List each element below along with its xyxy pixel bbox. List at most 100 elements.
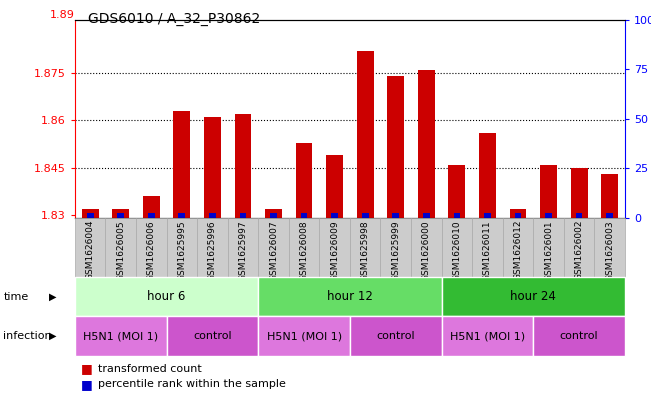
Bar [296, 143, 312, 218]
Text: control: control [376, 331, 415, 341]
Text: GSM1625996: GSM1625996 [208, 220, 217, 281]
Bar [602, 174, 618, 218]
Text: control: control [560, 331, 598, 341]
Bar [173, 111, 190, 218]
Bar [606, 213, 613, 218]
Bar [326, 155, 343, 218]
Text: GSM1626002: GSM1626002 [575, 220, 583, 280]
Text: GSM1625999: GSM1625999 [391, 220, 400, 281]
Bar [533, 218, 564, 277]
Bar [594, 218, 625, 277]
Bar [301, 213, 307, 218]
Text: GSM1626010: GSM1626010 [452, 220, 462, 281]
Text: GSM1626009: GSM1626009 [330, 220, 339, 281]
Bar [167, 218, 197, 277]
Bar [167, 316, 258, 356]
Bar [479, 133, 496, 218]
Bar [441, 218, 472, 277]
Bar [423, 213, 430, 218]
Text: control: control [193, 331, 232, 341]
Text: GSM1626005: GSM1626005 [117, 220, 125, 281]
Text: transformed count: transformed count [98, 364, 201, 374]
Text: GSM1626008: GSM1626008 [299, 220, 309, 281]
Text: ▶: ▶ [49, 331, 57, 341]
Bar [350, 218, 380, 277]
Text: ▶: ▶ [49, 292, 57, 302]
Bar [411, 218, 441, 277]
Bar [105, 218, 136, 277]
Text: GSM1626000: GSM1626000 [422, 220, 431, 281]
Bar [320, 218, 350, 277]
Bar [117, 213, 124, 218]
Bar [258, 316, 350, 356]
Bar [454, 213, 460, 218]
Bar [362, 213, 368, 218]
Bar [331, 213, 338, 218]
Bar [515, 213, 521, 218]
Bar [75, 218, 105, 277]
Bar [136, 218, 167, 277]
Text: percentile rank within the sample: percentile rank within the sample [98, 379, 286, 389]
Bar [197, 218, 228, 277]
Bar [258, 218, 289, 277]
Bar [270, 213, 277, 218]
Bar [571, 168, 587, 218]
Text: hour 12: hour 12 [327, 290, 373, 303]
Text: GSM1626012: GSM1626012 [514, 220, 523, 280]
Text: ■: ■ [81, 378, 97, 391]
Bar [113, 209, 129, 218]
Bar [441, 316, 533, 356]
Text: GSM1626006: GSM1626006 [146, 220, 156, 281]
Bar [143, 196, 159, 218]
Bar [240, 213, 246, 218]
Text: ■: ■ [81, 362, 97, 375]
Bar [575, 213, 583, 218]
Bar [289, 218, 320, 277]
Text: GSM1626003: GSM1626003 [605, 220, 614, 281]
Text: GSM1626004: GSM1626004 [86, 220, 94, 280]
Text: hour 24: hour 24 [510, 290, 556, 303]
Text: H5N1 (MOI 1): H5N1 (MOI 1) [83, 331, 158, 341]
Bar [533, 316, 625, 356]
Text: GSM1626001: GSM1626001 [544, 220, 553, 281]
Text: H5N1 (MOI 1): H5N1 (MOI 1) [450, 331, 525, 341]
Bar [380, 218, 411, 277]
Bar [228, 218, 258, 277]
Text: infection: infection [3, 331, 52, 341]
Bar [75, 316, 167, 356]
Bar [387, 76, 404, 218]
Bar [472, 218, 503, 277]
Text: GSM1626007: GSM1626007 [269, 220, 278, 281]
Text: H5N1 (MOI 1): H5N1 (MOI 1) [266, 331, 342, 341]
Bar [510, 209, 527, 218]
Bar [484, 213, 491, 218]
Bar [350, 316, 441, 356]
Text: GSM1625995: GSM1625995 [177, 220, 186, 281]
Bar [449, 165, 465, 218]
Bar [87, 213, 94, 218]
Bar [393, 213, 399, 218]
Bar [148, 213, 155, 218]
Text: hour 6: hour 6 [147, 290, 186, 303]
Bar [204, 117, 221, 218]
Bar [503, 218, 533, 277]
Bar [441, 277, 625, 316]
Text: GDS6010 / A_32_P30862: GDS6010 / A_32_P30862 [88, 12, 260, 26]
Bar [265, 209, 282, 218]
Bar [75, 277, 258, 316]
Bar [209, 213, 215, 218]
Bar [564, 218, 594, 277]
Text: GSM1625997: GSM1625997 [238, 220, 247, 281]
Text: GSM1625998: GSM1625998 [361, 220, 370, 281]
Bar [258, 277, 441, 316]
Bar [357, 51, 374, 218]
Text: GSM1626011: GSM1626011 [483, 220, 492, 281]
Bar [234, 114, 251, 218]
Bar [540, 165, 557, 218]
Bar [178, 213, 185, 218]
Bar [82, 209, 98, 218]
Bar [418, 70, 435, 218]
Text: time: time [3, 292, 29, 302]
Text: 1.89: 1.89 [50, 10, 75, 20]
Bar [545, 213, 552, 218]
